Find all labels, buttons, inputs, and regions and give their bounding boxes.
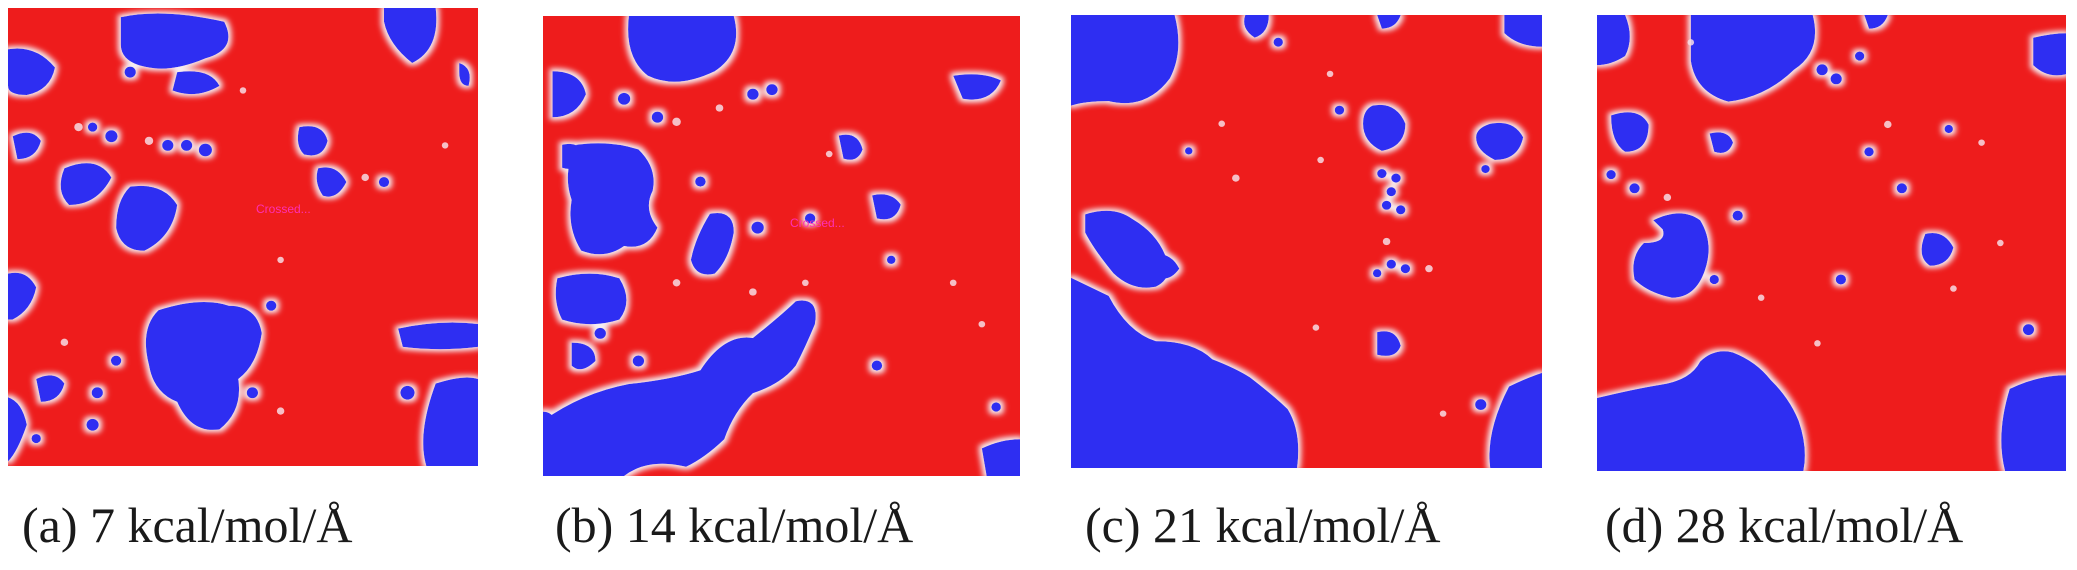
caption-c: (c) 21 kcal/mol/Å — [1085, 497, 1441, 553]
caption-b: (b) 14 kcal/mol/Å — [555, 497, 914, 553]
phase-map-c — [1071, 15, 1542, 468]
map-label-b: Crossed... — [790, 216, 845, 230]
map-label-a: Crossed... — [256, 202, 311, 216]
phase-map-a — [8, 8, 478, 466]
phase-map-b — [543, 16, 1020, 476]
caption-a: (a) 7 kcal/mol/Å — [22, 497, 353, 553]
phase-map-d — [1597, 15, 2066, 471]
caption-d: (d) 28 kcal/mol/Å — [1605, 497, 1964, 553]
